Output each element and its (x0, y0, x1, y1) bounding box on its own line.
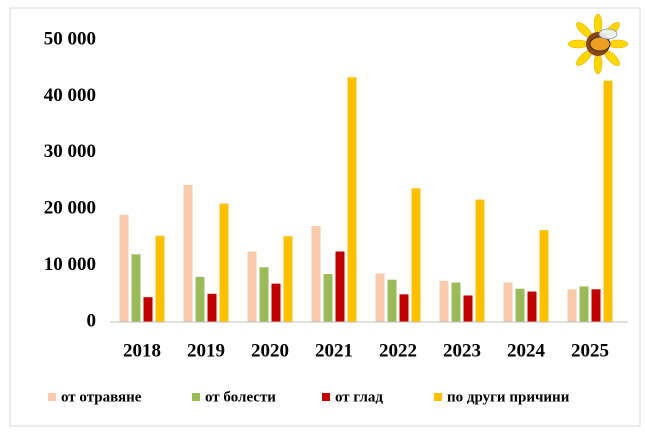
bar (312, 226, 321, 322)
y-tick-label: 0 (87, 310, 97, 331)
bar (388, 280, 397, 322)
x-tick-label: 2025 (571, 340, 609, 361)
bar (592, 289, 601, 322)
bar (120, 215, 129, 322)
chart: 0 10 000 20 000 30 000 40 000 50 000 2018 2019 2… (0, 0, 645, 432)
y-tick-label: 50 000 (44, 28, 96, 49)
bar (464, 295, 473, 322)
bar (476, 200, 485, 322)
bar (604, 81, 613, 322)
page: {"chart_data": {"type": "bar", "categori… (0, 0, 645, 432)
y-tick-label: 30 000 (44, 141, 96, 162)
bar (248, 252, 257, 323)
bar (208, 294, 217, 322)
x-tick-label: 2022 (379, 340, 417, 361)
bar (196, 277, 205, 322)
bar (568, 289, 577, 322)
x-tick-label: 2019 (187, 340, 225, 361)
x-tick-label: 2020 (251, 340, 289, 361)
bar (220, 204, 229, 322)
x-tick-label: 2018 (123, 340, 161, 361)
legend-label: от болести (205, 389, 276, 405)
bar (440, 281, 449, 322)
bar (324, 274, 333, 322)
bar (156, 236, 165, 322)
legend-swatch (322, 393, 330, 401)
legend-label: по други причини (447, 389, 570, 405)
y-tick-label: 10 000 (44, 254, 96, 275)
bar (336, 252, 345, 323)
bar (516, 289, 525, 322)
bar (284, 236, 293, 322)
bar (528, 292, 537, 322)
bar (144, 297, 153, 322)
bar (272, 284, 281, 322)
legend-swatch (192, 393, 200, 401)
legend-label: от отравяне (61, 389, 142, 405)
x-tick-label: 2021 (315, 340, 353, 361)
chart-border (10, 8, 640, 426)
bar (184, 185, 193, 322)
legend-swatch (48, 393, 56, 401)
bar (348, 77, 357, 322)
bar (260, 267, 269, 322)
bar (540, 230, 549, 322)
y-tick-label: 40 000 (44, 85, 96, 106)
x-tick-label: 2024 (507, 340, 546, 361)
bee-logo (568, 14, 628, 74)
bar (412, 188, 421, 322)
y-tick-label: 20 000 (44, 198, 96, 219)
bar (400, 294, 409, 322)
bar (376, 273, 385, 322)
x-tick-label: 2023 (443, 340, 481, 361)
bar (504, 283, 513, 322)
legend-label: от глад (335, 389, 383, 405)
bar (452, 283, 461, 322)
bar (580, 286, 589, 322)
legend-swatch (434, 393, 442, 401)
bar (132, 254, 141, 322)
